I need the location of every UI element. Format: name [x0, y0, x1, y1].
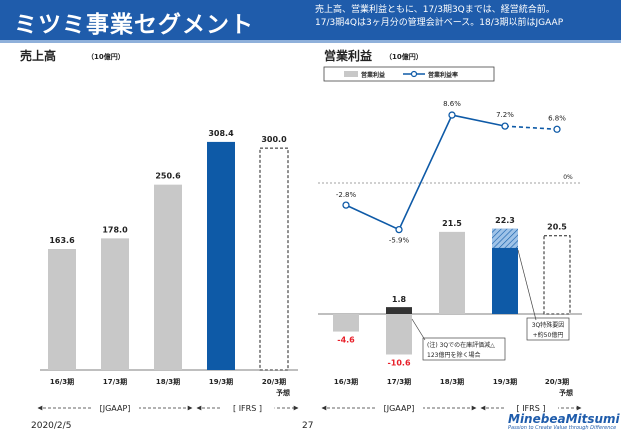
chart2-annotation-1-box — [422, 337, 506, 361]
chart2-margin-point-3 — [448, 111, 456, 119]
header-note-line-1: 売上高、営業利益ともに、17/3期3Qまでは、経営統合前。 — [315, 5, 555, 15]
chart2-legend-line-marker — [410, 70, 418, 78]
chart2-bar-2 — [386, 314, 412, 355]
page-title: ミツミ事業セグメント — [14, 12, 254, 38]
chart2-margin-label-5: 6.8% — [548, 114, 566, 122]
chart1-category-1: 16/3期 — [50, 377, 74, 386]
title-bar: ミツミ事業セグメント 売上高、営業利益ともに、17/3期3Qまでは、経営統合前。… — [0, 0, 621, 40]
title-underline — [0, 40, 621, 43]
chart2-value-label-5: 20.5 — [547, 223, 567, 232]
chart1-value-label-4: 308.4 — [208, 129, 234, 138]
chart1-value-label-3: 250.6 — [155, 172, 181, 181]
chart1-bar-4 — [207, 141, 235, 370]
company-logo: MinebeaMitsumi Passion to Create Value t… — [508, 412, 620, 431]
chart2-annotation-2-box — [526, 317, 570, 341]
chart2-category-5: 20/3期 — [545, 377, 569, 386]
chart2-legend-bar-swatch — [344, 71, 358, 77]
chart1-category-5: 20/3期 — [262, 377, 286, 386]
chart1-category-2: 17/3期 — [103, 377, 127, 386]
chart2-margin-point-4 — [501, 122, 509, 130]
chart2-margin-zero-label: 0% — [563, 174, 573, 181]
chart2-annotation-1-line1: (注) 3Qでの在庫評価減△ — [427, 341, 495, 349]
chart2-margin-point-2 — [395, 225, 403, 234]
chart2-category-1: 16/3期 — [334, 377, 358, 386]
chart2-value-label-2: -10.6 — [387, 358, 410, 367]
chart2-category-4: 19/3期 — [493, 377, 517, 386]
chart2-margin-point-1 — [342, 201, 350, 209]
header-note: 売上高、営業利益ともに、17/3期3Qまでは、経営統合前。 17/3期4Qは3ヶ… — [315, 4, 615, 30]
chart2-annotation-1-line2: 123億円を除く場合 — [427, 351, 480, 359]
chart1-standard-label-0: [JGAAP] — [100, 404, 131, 413]
chart2-category-2: 17/3期 — [387, 377, 411, 386]
chart2-legend-line-label: 営業利益率 — [428, 71, 458, 79]
chart2-standard-label-bg-0 — [375, 402, 423, 413]
chart2-special-item-hatch — [492, 228, 518, 248]
chart1-value-label-5: 300.0 — [261, 135, 287, 144]
chart2-annotation-2-line2: +約50億円 — [533, 331, 564, 339]
chart1-standard-label-bg-1 — [220, 402, 275, 413]
chart2-margin-point-5 — [553, 125, 561, 133]
logo-tagline: Passion to Create Value through Differen… — [508, 425, 617, 431]
chart2-bar-excluding-writedown — [386, 307, 412, 314]
chart2-excluding-writedown-label: 1.8 — [392, 295, 407, 304]
chart2-bar-5 — [543, 235, 571, 315]
chart2-margin-line — [345, 114, 506, 231]
chart2-unit: （10億円） — [385, 52, 423, 61]
chart1-bar-1 — [48, 249, 76, 370]
chart2-value-label-1: -4.6 — [337, 336, 355, 345]
header-note-line-2: 17/3期4Qは3ヶ月分の管理会計ベース。18/3期以前はJGAAP — [315, 18, 564, 28]
chart2-margin-label-2: -5.9% — [389, 237, 410, 245]
page-number: 27 — [302, 421, 314, 431]
chart1-category-3: 18/3期 — [156, 377, 180, 386]
chart2-value-label-3: 21.5 — [442, 219, 462, 228]
chart1-bar-3 — [154, 184, 182, 370]
chart2-annotation-1-leader — [411, 318, 426, 341]
chart1-bar-5 — [259, 147, 289, 371]
chart1-category-4: 19/3期 — [209, 377, 233, 386]
chart2-legend-bar-label: 営業利益 — [361, 71, 385, 79]
chart1-unit: （10億円） — [87, 52, 125, 61]
chart1-forecast-note: 予想 — [276, 388, 290, 397]
chart2-margin-label-4: 7.2% — [496, 111, 514, 119]
chart2-title: 営業利益 — [324, 48, 372, 63]
chart2-annotation-2-leader — [517, 249, 537, 321]
chart1-value-label-1: 163.6 — [49, 236, 75, 245]
chart2-standard-label-bg-1 — [504, 402, 558, 413]
logo-text: MinebeaMitsumi — [508, 412, 620, 426]
chart1-standard-label-1: [ IFRS ] — [233, 404, 262, 413]
chart2-standard-label-0: [JGAAP] — [384, 404, 415, 413]
chart1-title: 売上高 — [20, 48, 56, 63]
chart2-bar-1 — [333, 314, 359, 332]
footer-date: 2020/2/5 — [31, 421, 72, 431]
chart2-margin-label-3: 8.6% — [443, 100, 461, 108]
chart2-margin-forecast-line — [504, 125, 558, 131]
chart1-bar-2 — [101, 238, 129, 370]
chart2-category-3: 18/3期 — [440, 377, 464, 386]
chart1-standard-label-bg-0 — [91, 402, 139, 413]
chart2-standard-label-1: [ IFRS ] — [517, 404, 546, 413]
chart2-margin-label-1: -2.8% — [336, 191, 357, 199]
chart1-value-label-2: 178.0 — [102, 225, 128, 234]
chart2-bar-3 — [439, 231, 465, 314]
chart2-value-label-4: 22.3 — [495, 216, 515, 225]
chart2-forecast-note: 予想 — [559, 388, 573, 397]
chart2-annotation-2-line1: 3Q特殊要因 — [532, 321, 565, 329]
